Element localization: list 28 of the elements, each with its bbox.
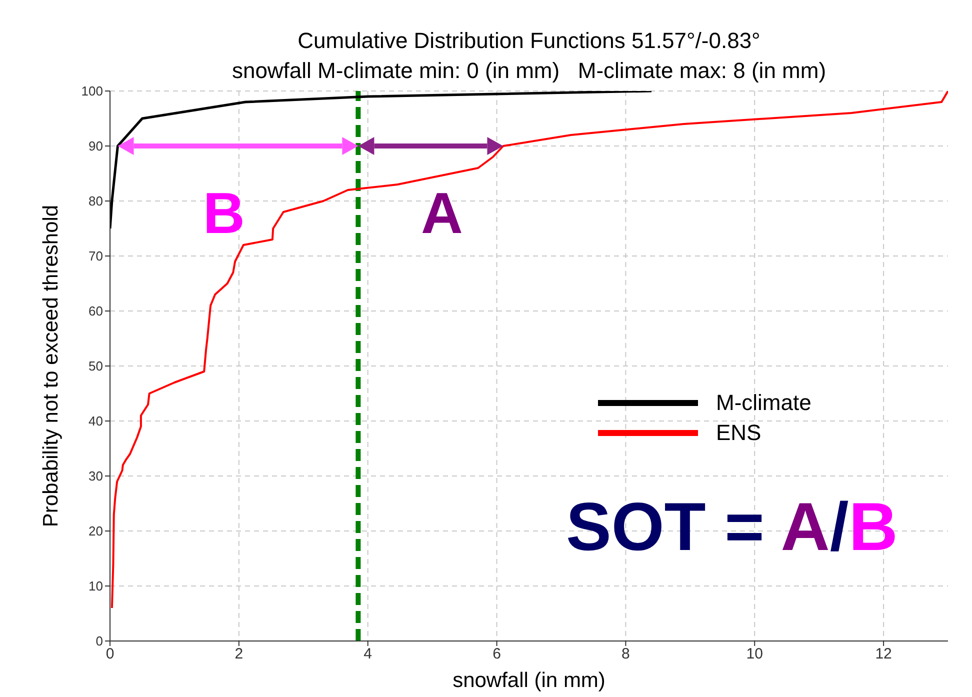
y-tick-label: 80 (88, 194, 103, 209)
y-tick-label: 40 (88, 414, 103, 429)
y-tick-label: 10 (88, 578, 103, 594)
line-series (110, 91, 948, 609)
x-tick-label: 4 (364, 646, 372, 663)
x-tick-label: 12 (875, 646, 892, 663)
y-tick-label: 50 (88, 358, 103, 374)
x-tick-label: 10 (746, 646, 763, 663)
annotation: A (421, 180, 463, 247)
x-tick-label: 0 (106, 646, 114, 663)
y-tick-label: 100 (81, 84, 103, 99)
chart-subtitle: snowfall M-climate min: 0 (in mm) M-climate max: 8 (in mm) (230, 57, 828, 85)
x-tick-label: 6 (492, 646, 501, 663)
x-tick-label: 2 (234, 646, 244, 663)
y-tick-label: 30 (88, 468, 103, 484)
annotation: B (203, 180, 245, 247)
legend-label: M-climate (716, 389, 812, 417)
x-axis-title: snowfall (in mm) (452, 669, 606, 692)
y-axis-title: Probability not to exceed threshold (39, 204, 62, 528)
y-tick-label: 20 (88, 524, 103, 539)
chart-title: Cumulative Distribution Functions 51.57°/-0.83° (296, 27, 762, 55)
y-tick-label: 0 (96, 634, 103, 649)
y-tick-label: 90 (88, 138, 103, 154)
legend-label: ENS (716, 419, 762, 447)
y-tick-label: 60 (88, 304, 103, 319)
annotation: SOT = A/B (566, 488, 898, 566)
x-tick-label: 8 (622, 646, 630, 663)
y-tick-label: 70 (88, 248, 103, 264)
